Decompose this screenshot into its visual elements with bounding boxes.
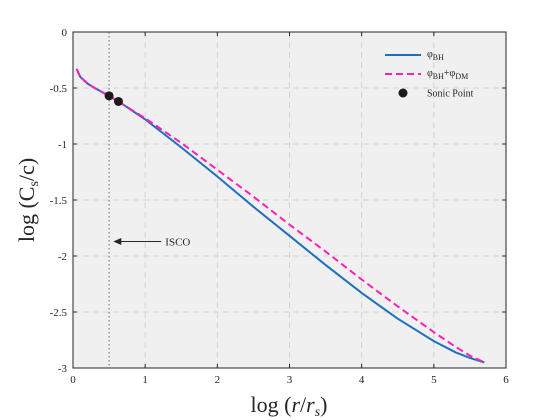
y-tick-label-4: -2 [58,251,67,263]
x-tick-label-1: 1 [142,374,148,386]
y-tick-label-1: -0.5 [50,83,68,95]
x-tick-label-4: 4 [359,374,365,386]
legend-label-1: φBH+φDM [427,68,468,81]
y-tick-label-6: -3 [58,363,68,375]
x-tick-label-3: 3 [287,374,293,386]
x-tick-label-0: 0 [70,374,76,386]
y-tick-label-0: 0 [62,27,68,39]
series-line-1 [75,68,485,364]
x-tick-label-2: 2 [215,374,221,386]
sonic-point-0 [104,91,114,101]
y-tick-label-5: -2.5 [50,307,68,319]
isco-arrow-head [113,237,122,245]
x-tick-label-5: 5 [431,374,437,386]
x-axis-title: log (r/rs) [251,392,328,420]
sonic-point-1 [113,96,123,106]
legend-label-2: Sonic Point [427,89,474,100]
y-tick-label-2: -1 [58,139,67,151]
legend-swatch-2 [398,88,408,98]
x-axis-title-var: r [291,392,300,417]
isco-annotation-label: ISCO [165,236,190,248]
legend: φBH φBH+φDM Sonic Point [385,49,474,100]
y-axis-title: log (Cs/c) [14,158,42,242]
legend-label-0: φBH [427,49,444,62]
x-tick-label-6: 6 [503,374,509,386]
grid [73,32,506,368]
y-tick-label-3: -1.5 [50,195,68,207]
